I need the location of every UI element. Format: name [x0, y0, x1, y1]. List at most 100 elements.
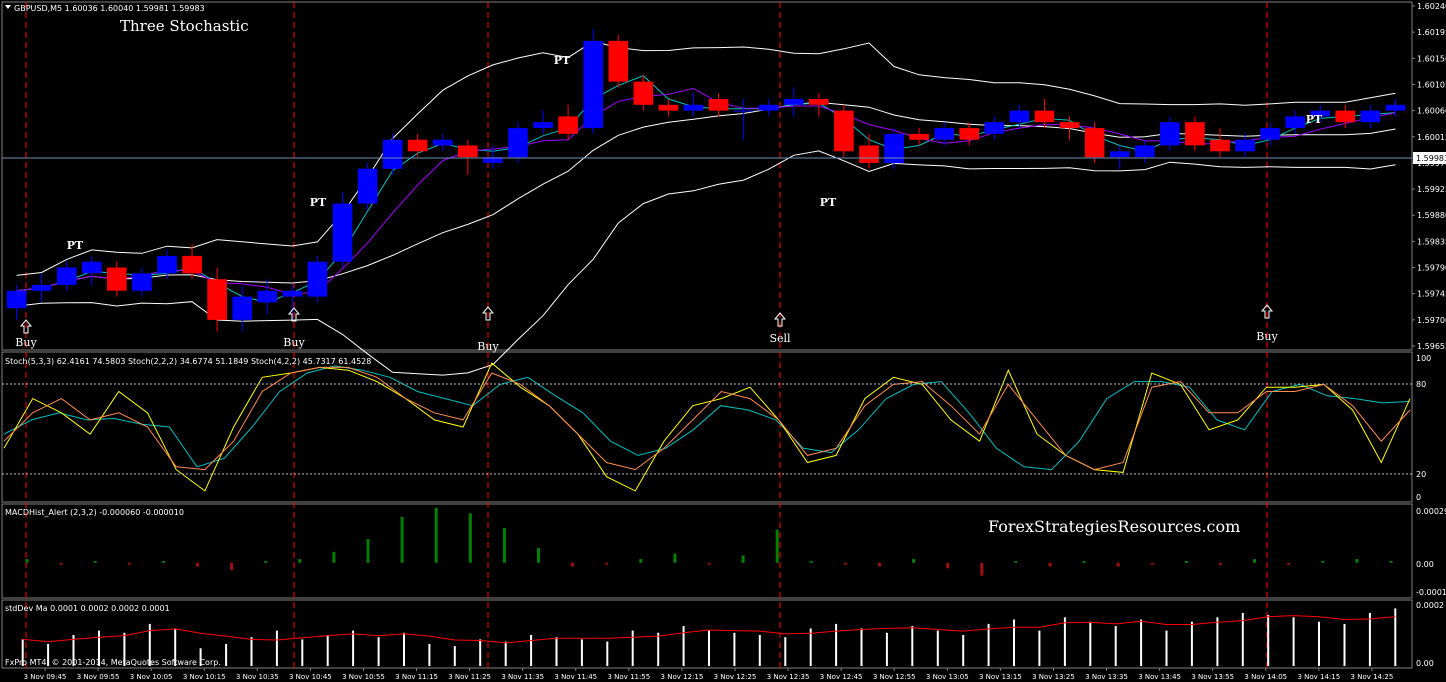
time-axis-label: 3 Nov 13:45: [1138, 673, 1181, 681]
candle-body: [708, 99, 729, 111]
upper-band: [16, 40, 1396, 276]
macd-bar: [1184, 561, 1188, 563]
candle-body: [207, 279, 227, 320]
chart-title: Three Stochastic: [120, 17, 249, 35]
price-axis-label: 1.60060: [1417, 107, 1446, 116]
stddev-header: stdDev Ma 0.0001 0.0002 0.0002 0.0001: [5, 604, 170, 613]
candle-body: [107, 267, 127, 291]
signal-label: Buy: [477, 340, 499, 353]
macd-bar: [366, 539, 370, 563]
candle-body: [508, 128, 528, 158]
candle-body: [1034, 110, 1055, 123]
time-axis-label: 3 Nov 13:35: [1085, 673, 1128, 681]
stoch-axis-0: 0: [1416, 493, 1421, 502]
candle-body: [307, 261, 328, 297]
arrow-up-icon: [481, 306, 495, 321]
candle-body: [458, 145, 478, 158]
signal-label: Buy: [283, 336, 305, 349]
stoch-axis-20: 20: [1416, 470, 1426, 479]
macd-axis-bottom: -0.000181: [1416, 588, 1446, 597]
macd-bar: [196, 562, 199, 567]
candle-body: [132, 273, 152, 291]
macd-bar: [1082, 561, 1086, 563]
watermark: ForexStrategiesResources.com: [988, 517, 1240, 536]
price-axis-label: 1.59880: [1417, 211, 1446, 220]
candle-body: [433, 139, 453, 146]
time-axis-label: 3 Nov 09:45: [24, 673, 67, 681]
time-axis-label: 3 Nov 13:55: [1191, 673, 1234, 681]
time-axis-label: 3 Nov 09:55: [77, 673, 120, 681]
candle-body: [282, 290, 303, 297]
candle-body: [232, 296, 252, 320]
macd-bar: [93, 561, 97, 563]
macd-bar: [775, 529, 779, 563]
candle-body: [934, 128, 954, 140]
stddev-ma-line: [22, 615, 1396, 644]
candle-body: [959, 128, 980, 140]
arrow-up-icon: [287, 307, 301, 322]
time-axis-label: 3 Nov 11:35: [501, 673, 544, 681]
time-axis-label: 3 Nov 10:35: [236, 673, 279, 681]
macd-bar: [843, 562, 847, 565]
macd-bar: [332, 551, 336, 563]
copyright: FxPro MT4, © 2001-2014, MetaQuotes Softw…: [5, 658, 221, 667]
time-axis-label: 3 Nov 14:15: [1297, 673, 1340, 681]
candle-body: [257, 290, 278, 303]
candle-body: [1385, 104, 1406, 111]
macd-bar: [1355, 559, 1359, 563]
profit-target-label: PT: [820, 196, 837, 209]
signal-label: Buy: [1256, 330, 1278, 343]
main-panel-frame: [1, 1, 1413, 351]
macd-bar: [161, 561, 165, 563]
time-axis-label: 3 Nov 13:15: [979, 673, 1022, 681]
macd-bar: [980, 562, 984, 576]
candle-body: [1335, 110, 1356, 123]
macd-bar: [707, 562, 711, 565]
time-axis-label: 3 Nov 11:55: [607, 673, 650, 681]
candle-body: [1135, 145, 1155, 158]
candle-body: [1109, 151, 1130, 158]
candle-body: [633, 81, 654, 105]
signal-label: Sell: [769, 332, 791, 345]
signal-label: Buy: [15, 336, 37, 349]
macd-bar: [1219, 562, 1222, 565]
lower-band: [16, 150, 1396, 376]
macd-bar: [537, 548, 540, 563]
time-axis-label: 3 Nov 12:15: [661, 673, 704, 681]
time-axis-label: 3 Nov 13:25: [1032, 673, 1075, 681]
price-axis: 1.60240 1.60195 1.60150 1.60105 1.60060 1.600…: [1412, 2, 1446, 351]
price-axis-label: 1.60240: [1417, 2, 1446, 11]
candle-body: [182, 255, 202, 274]
macd-bar: [1287, 562, 1291, 565]
panel-frames: [1, 1, 1413, 669]
time-axis-label: 3 Nov 14:25: [1351, 673, 1394, 681]
price-axis-label: 1.60015: [1417, 133, 1446, 142]
candle-body: [1160, 122, 1180, 146]
candle-body: [1059, 122, 1080, 128]
price-axis-label: 1.60150: [1417, 54, 1446, 63]
candle-body: [884, 133, 904, 163]
signal-vertical-lines: [25, 2, 1268, 668]
candle-body: [558, 116, 578, 134]
stddev-panel-frame: [1, 599, 1413, 669]
time-axis-label: 3 Nov 13:05: [926, 673, 969, 681]
macd-histogram: [25, 507, 1393, 576]
candle-body: [758, 104, 779, 111]
macd-bar: [639, 559, 643, 563]
candle-body: [1285, 116, 1305, 128]
macd-header: MACDHist_Alert (2,3,2) -0.000060 -0.0000…: [5, 508, 184, 517]
macd-bar: [809, 561, 813, 563]
candle-body: [809, 99, 829, 105]
candle-body: [1310, 110, 1331, 117]
chevron-down-icon[interactable]: [5, 5, 11, 9]
profit-target-label: PT: [1306, 113, 1323, 126]
signal-markers: Buy PT Buy PT Buy PT Sell PT Buy PT: [15, 54, 1323, 353]
candle-body: [533, 122, 553, 128]
candle-body: [859, 145, 879, 163]
time-axis-label: 3 Nov 12:35: [767, 673, 810, 681]
price-axis-label: 1.60105: [1417, 80, 1446, 89]
time-axis-label: 3 Nov 14:05: [1244, 673, 1287, 681]
profit-target-label: PT: [67, 239, 84, 252]
macd-bar: [434, 507, 438, 563]
